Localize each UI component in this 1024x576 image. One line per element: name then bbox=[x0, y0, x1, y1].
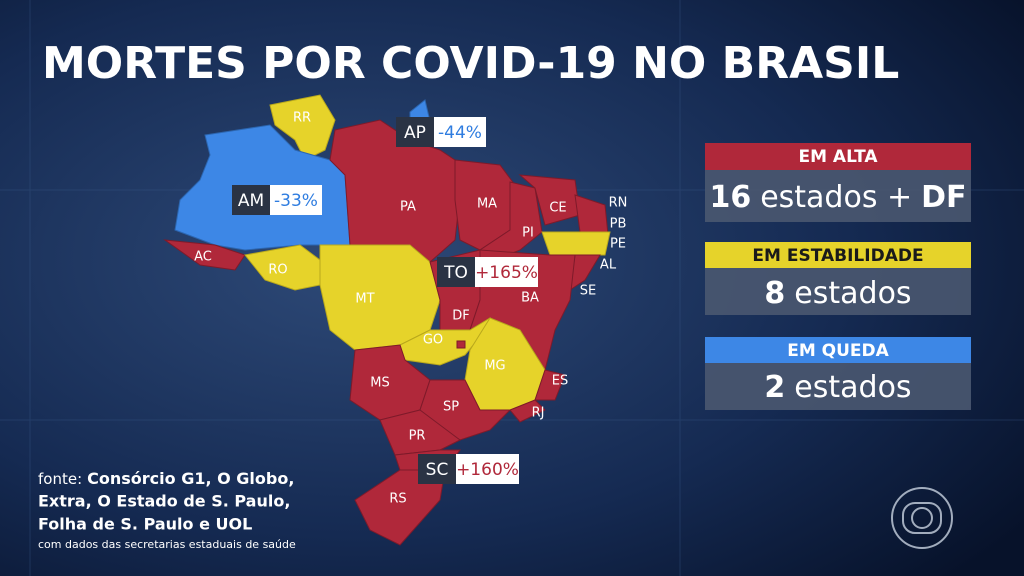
callout-value-box bbox=[456, 454, 519, 484]
callout-state-box bbox=[437, 257, 475, 287]
state-label: RR bbox=[293, 111, 311, 126]
state-label: PE bbox=[610, 237, 626, 252]
state-label: ES bbox=[552, 374, 568, 389]
callout-value: -44% bbox=[438, 123, 482, 143]
callout-state-box bbox=[232, 185, 270, 215]
legend-box bbox=[705, 170, 971, 222]
state-label: MS bbox=[370, 376, 389, 391]
count: 2 bbox=[764, 370, 785, 405]
source-note: com dados das secretarias estaduais de s… bbox=[38, 538, 296, 551]
title: MORTES POR COVID-19 NO BRASIL bbox=[42, 38, 899, 89]
legend-header bbox=[705, 143, 971, 170]
legend-value: 8 estados bbox=[764, 276, 911, 311]
state-label: PA bbox=[400, 200, 416, 215]
legend-header bbox=[705, 242, 971, 268]
callout-state: SC bbox=[426, 460, 449, 480]
state-label: AC bbox=[194, 250, 212, 265]
state-label: RO bbox=[268, 263, 287, 278]
state-label: SP bbox=[443, 400, 459, 415]
callout-value-box bbox=[434, 117, 486, 147]
text: estados bbox=[794, 276, 911, 311]
state-label: RS bbox=[389, 492, 406, 507]
callout-state: AM bbox=[238, 191, 264, 211]
callout-value-box bbox=[475, 257, 538, 287]
state-label: BA bbox=[521, 291, 539, 306]
state-label: AL bbox=[600, 258, 617, 273]
extra: DF bbox=[921, 180, 966, 215]
count: 16 bbox=[709, 180, 751, 215]
state-label: MT bbox=[355, 292, 374, 307]
legend-box bbox=[705, 363, 971, 410]
state-label: MA bbox=[477, 197, 497, 212]
state-label: PI bbox=[522, 226, 534, 241]
source-line: fonte: Consórcio G1, O Globo, bbox=[38, 469, 294, 488]
state-label: PR bbox=[409, 429, 426, 444]
legend-value: 2 estados bbox=[764, 370, 911, 405]
legend-value: 16 estados + DF bbox=[709, 180, 966, 215]
state-label: GO bbox=[423, 333, 443, 348]
text: estados bbox=[794, 370, 911, 405]
legend-header bbox=[705, 337, 971, 363]
legend-box bbox=[705, 268, 971, 315]
channel-logo bbox=[891, 487, 953, 549]
legend-heading: EM ESTABILIDADE bbox=[752, 246, 923, 266]
source-text: Consórcio G1, O Globo, bbox=[87, 469, 294, 488]
state-label: CE bbox=[549, 201, 566, 216]
source-text: Folha de S. Paulo e UOL bbox=[38, 515, 252, 534]
source-prefix: fonte: bbox=[38, 470, 82, 488]
state-label: MG bbox=[484, 359, 505, 374]
state-label: SE bbox=[580, 284, 596, 299]
map bbox=[163, 94, 611, 546]
callout-value: +160% bbox=[456, 460, 519, 480]
callout-state: TO bbox=[443, 263, 468, 283]
state-label: RJ bbox=[532, 406, 545, 421]
legend-heading: EM QUEDA bbox=[787, 341, 889, 361]
callout-state: AP bbox=[404, 123, 426, 143]
state-label: PB bbox=[610, 217, 627, 232]
source-text: Extra, O Estado de S. Paulo, bbox=[38, 492, 290, 511]
text: estados + bbox=[760, 180, 912, 215]
count: 8 bbox=[764, 276, 785, 311]
callout-state-box bbox=[418, 454, 456, 484]
state-label: DF bbox=[452, 309, 470, 324]
state-label: RN bbox=[609, 196, 628, 211]
callout-state-box bbox=[396, 117, 434, 147]
callout-value: +165% bbox=[475, 263, 538, 283]
callout-value: -33% bbox=[274, 191, 318, 211]
legend-heading: EM ALTA bbox=[798, 147, 878, 167]
source: fonte: Consórcio G1, O Globo, Extra, O Es… bbox=[38, 469, 296, 552]
callout-value-box bbox=[270, 185, 322, 215]
